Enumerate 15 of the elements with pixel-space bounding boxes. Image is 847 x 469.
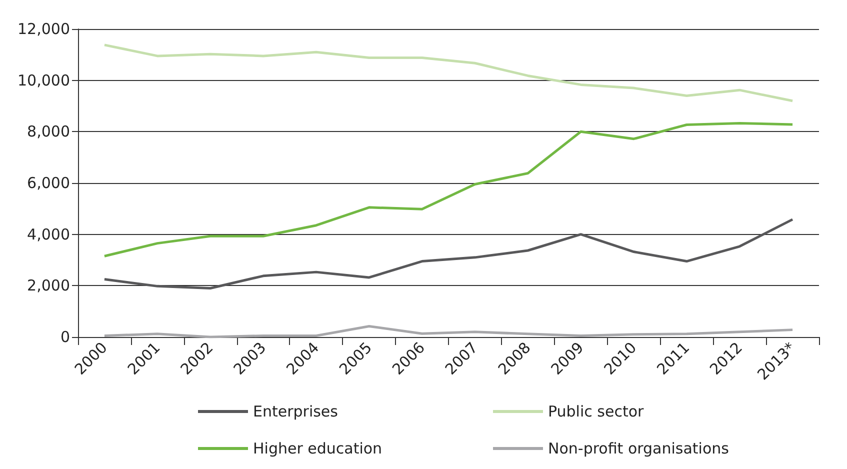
y-tick-label: 2,000	[27, 276, 70, 295]
line-series	[103, 44, 794, 102]
line-series	[103, 324, 794, 338]
y-tick-label: 8,000	[27, 122, 70, 141]
y-tick-label: 4,000	[27, 225, 70, 244]
line-series	[103, 218, 794, 290]
legend-label: Higher education	[253, 440, 382, 458]
y-tick-label: 10,000	[18, 71, 70, 90]
legend-label: Enterprises	[253, 402, 338, 420]
y-tick-label: 0	[60, 328, 70, 346]
legend-label: Public sector	[548, 402, 645, 420]
line-series	[103, 122, 794, 258]
legend-label: Non-profit organisations	[548, 440, 730, 458]
y-tick-label: 6,000	[27, 174, 70, 192]
y-tick-label: 12,000	[18, 20, 70, 38]
